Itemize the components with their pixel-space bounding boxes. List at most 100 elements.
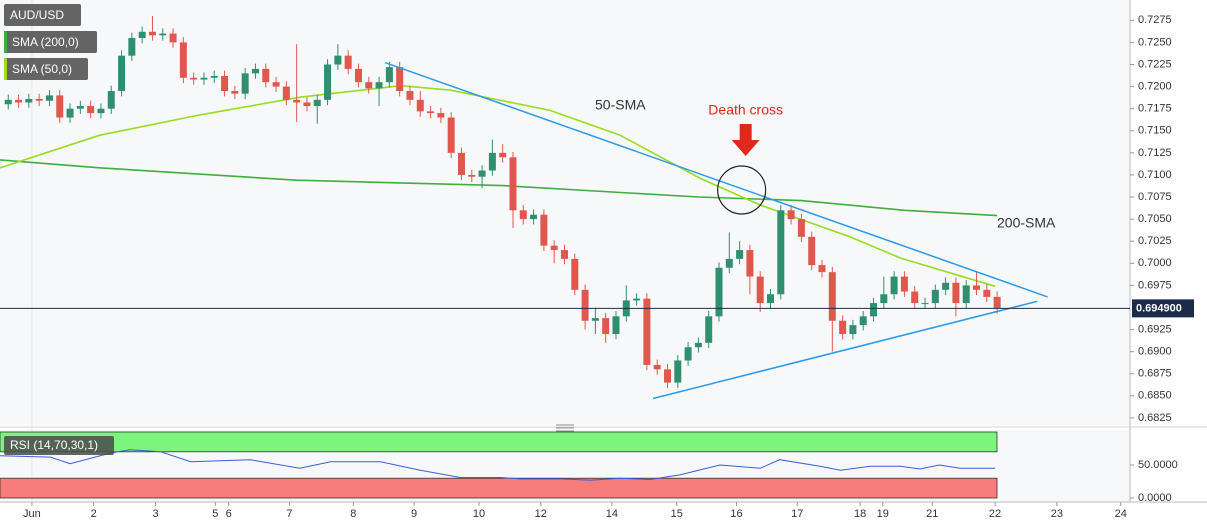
x-tick-label: 8 [350,508,356,520]
candle-body [828,272,836,321]
candle-body [921,303,929,305]
candle-body [169,33,177,43]
trend-line [385,61,1048,298]
candle-body [437,113,445,118]
candle-body [797,219,805,237]
candle-body [962,285,970,304]
oversold-band [0,477,998,499]
candle-body [705,316,713,343]
candle-body [365,82,373,89]
candle-body [900,276,908,292]
price-label: 0.694900 [1136,302,1182,314]
y-tick-label: 0.7250 [1138,36,1172,48]
x-tick-label: 17 [791,508,803,520]
candle-body [190,77,198,80]
candle-body [530,214,538,220]
candle-body [107,91,115,109]
candle-body [870,303,878,317]
candle-body [468,174,476,177]
x-tick-label: 10 [473,508,485,520]
candle-body [56,95,64,118]
candle-body [210,75,218,78]
candle-body [303,102,311,107]
x-tick-label: 24 [1115,508,1127,520]
candle-body [581,289,589,321]
candle-body [499,152,507,158]
candle-body [519,210,527,220]
candle-body [159,33,167,36]
candle-body [715,267,723,317]
y-tick-label: 0.7075 [1138,191,1172,203]
candle-body [808,236,816,266]
legend-box [4,31,97,53]
candle-body [777,210,785,295]
sma-label: 50-SMA [595,97,646,113]
candle-body [694,342,702,348]
rsi-label: RSI (14,70,30,1) [10,438,98,452]
candle-body [674,360,682,383]
candle-body [952,282,960,304]
candle-body [663,369,671,383]
legend-title: AUD/USD [10,8,64,22]
candle-body [767,294,775,304]
x-tick-label: 5 [212,508,218,520]
x-tick-label: 23 [1051,508,1063,520]
candle-body [643,298,651,365]
x-tick-label: 16 [730,508,742,520]
candle-body [756,276,764,304]
annotation-text: Death cross [708,102,783,118]
candle-body [221,75,229,92]
x-tick-label: 12 [535,508,547,520]
sma-line [0,159,998,217]
legend-box [4,4,81,26]
x-tick-label: 18 [854,508,866,520]
overbought-band [0,431,998,453]
y-tick-label: 0.6925 [1138,323,1172,335]
y-tick-label: 0.7125 [1138,147,1172,159]
candle-body [97,108,105,114]
candle-body [87,106,95,114]
x-tick-label: 6 [226,508,232,520]
x-tick-label: 2 [91,508,97,520]
legend-swatch [4,31,7,53]
candle-body [354,68,362,83]
y-tick-label: 0.0000 [1138,492,1172,504]
candle-body [344,55,352,69]
x-tick-label: Jun [23,508,41,520]
candle-body [942,282,950,290]
y-tick-label: 0.7100 [1138,169,1172,181]
candle-body [282,86,290,100]
y-tick-label: 0.7050 [1138,213,1172,225]
candle-body [385,67,393,83]
candle-body [612,316,620,334]
x-tick-label: 9 [411,508,417,520]
candle-body [560,250,568,259]
separator-handle[interactable] [556,424,574,432]
candle-body [313,99,321,107]
candle-body [375,82,383,89]
arrow [731,123,760,156]
candle-body [488,152,496,171]
candle-body [746,250,754,277]
candle-body [540,214,548,246]
candle-body [653,364,661,370]
candle-body [427,111,435,114]
candle-body [736,250,744,259]
candle-body [591,318,599,321]
y-tick-label: 0.6850 [1138,390,1172,402]
y-tick-label: 0.6975 [1138,279,1172,291]
candle-body [179,42,187,78]
candle-body [406,91,414,100]
price-pane [0,0,1130,425]
cross-circle [717,165,767,215]
candle-body [931,289,939,304]
candle-body [880,294,888,304]
x-tick-label: 22 [989,508,1001,520]
candle-body [324,64,332,100]
candle-body [684,347,692,361]
candle-body [76,106,84,109]
candle-body [633,298,641,301]
candle-body [890,276,898,295]
legend-label: SMA (50,0) [12,62,72,76]
candle-body [128,37,136,56]
